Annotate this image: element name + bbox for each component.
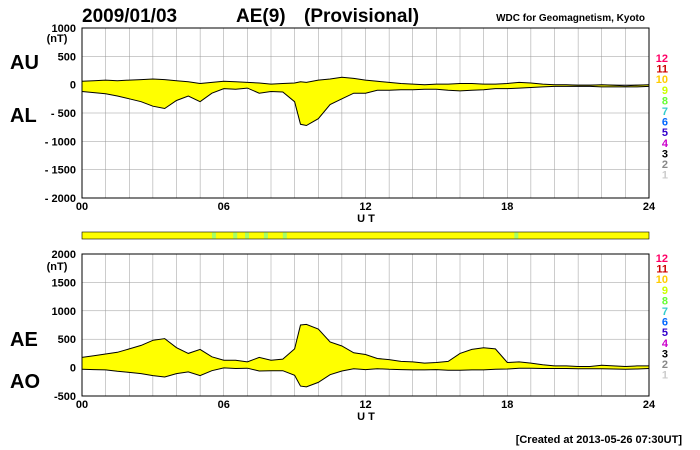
x-tick-label: 18	[501, 399, 513, 411]
ae-ao-x-ticks: 00 06 12 18 24	[76, 399, 656, 411]
index-name: AE(9)	[236, 6, 286, 27]
station-bar-marks	[211, 232, 519, 239]
ae-ao-envelope	[82, 324, 649, 387]
level-label: 9	[662, 85, 668, 97]
station-bar-mark	[514, 232, 519, 239]
level-label: 11	[656, 64, 668, 76]
au-line	[81, 76, 650, 87]
y-tick-label: 500	[58, 334, 76, 346]
au-al-x-label: U T	[357, 213, 375, 225]
data-source: WDC for Geomagnetism, Kyoto	[496, 13, 645, 24]
station-bar-background	[81, 231, 650, 240]
ae-ao-frame	[81, 253, 650, 397]
al-label: AL	[10, 105, 37, 127]
level-label: 3	[662, 348, 668, 360]
x-tick-label: 24	[643, 201, 656, 213]
au-al-x-ticks: 00 06 12 18 24	[76, 201, 656, 213]
y-tick-label: - 2000	[45, 193, 76, 205]
y-tick-label: 1500	[52, 277, 76, 289]
station-bar-mark	[282, 232, 287, 239]
level-label: 3	[662, 148, 668, 160]
y-tick-label: 1000	[52, 23, 76, 35]
level-label: 5	[662, 127, 668, 139]
level-label: 8	[662, 95, 668, 107]
ae-ao-x-label: U T	[357, 411, 375, 423]
level-label: 10	[656, 274, 668, 286]
x-tick-label: 24	[643, 399, 656, 411]
level-label: 11	[656, 264, 668, 276]
level-label: 7	[662, 106, 668, 118]
plot-date: 2009/01/03	[82, 6, 177, 27]
data-status: (Provisional)	[304, 6, 419, 27]
au-al-unit: (nT)	[47, 33, 68, 45]
level-label: 6	[662, 117, 668, 129]
level-label: 4	[662, 138, 669, 150]
y-tick-label: - 1000	[45, 136, 76, 148]
au-al-frame	[81, 27, 650, 199]
level-label: 10	[656, 74, 668, 86]
y-tick-label: - 500	[51, 108, 76, 120]
al-line	[81, 85, 650, 127]
created-timestamp: [Created at 2013-05-26 07:30UT]	[516, 434, 683, 446]
y-tick-label: 0	[70, 363, 76, 375]
x-tick-label: 12	[359, 399, 371, 411]
level-label: 6	[662, 317, 668, 329]
station-bar-mark	[263, 232, 268, 239]
x-tick-label: 06	[218, 399, 230, 411]
x-tick-label: 12	[359, 201, 371, 213]
ae-line	[81, 323, 649, 368]
y-tick-label: 0	[70, 80, 76, 92]
y-tick-label: -500	[54, 391, 76, 403]
level-label: 7	[662, 306, 668, 318]
level-label: 4	[662, 338, 669, 350]
au-label: AU	[10, 52, 39, 74]
x-tick-label: 06	[218, 201, 230, 213]
ae-ao-y-ticks: 2000 1500 1000 500 0 -500	[52, 249, 76, 403]
ao-label: AO	[10, 371, 40, 393]
level-label: 2	[662, 159, 668, 171]
ae-label: AE	[10, 329, 38, 351]
ae-ao-unit: (nT)	[47, 261, 68, 273]
au-al-envelope	[82, 77, 649, 126]
x-tick-label: 00	[76, 399, 88, 411]
level-label: 12	[656, 53, 668, 65]
x-tick-label: 18	[501, 201, 513, 213]
y-tick-label: 2000	[52, 249, 76, 261]
level-label: 1	[662, 170, 668, 182]
station-bar-mark	[245, 232, 250, 239]
level-label: 1	[662, 370, 668, 382]
station-count-bar	[81, 231, 650, 240]
y-tick-label: - 1500	[45, 165, 76, 177]
level-label: 8	[662, 295, 668, 307]
au-al-y-ticks: 1000 500 0 - 500 - 1000 - 1500 - 2000	[45, 23, 76, 205]
level-label: 5	[662, 327, 668, 339]
level-label: 9	[662, 285, 668, 297]
level-label: 12	[656, 253, 668, 265]
ao-line	[81, 367, 650, 388]
station-bar-mark	[211, 232, 216, 239]
x-tick-label: 00	[76, 201, 88, 213]
station-bar-mark	[233, 232, 238, 239]
level-label: 2	[662, 359, 668, 371]
y-tick-label: 1000	[52, 306, 76, 318]
y-tick-label: 500	[58, 51, 76, 63]
